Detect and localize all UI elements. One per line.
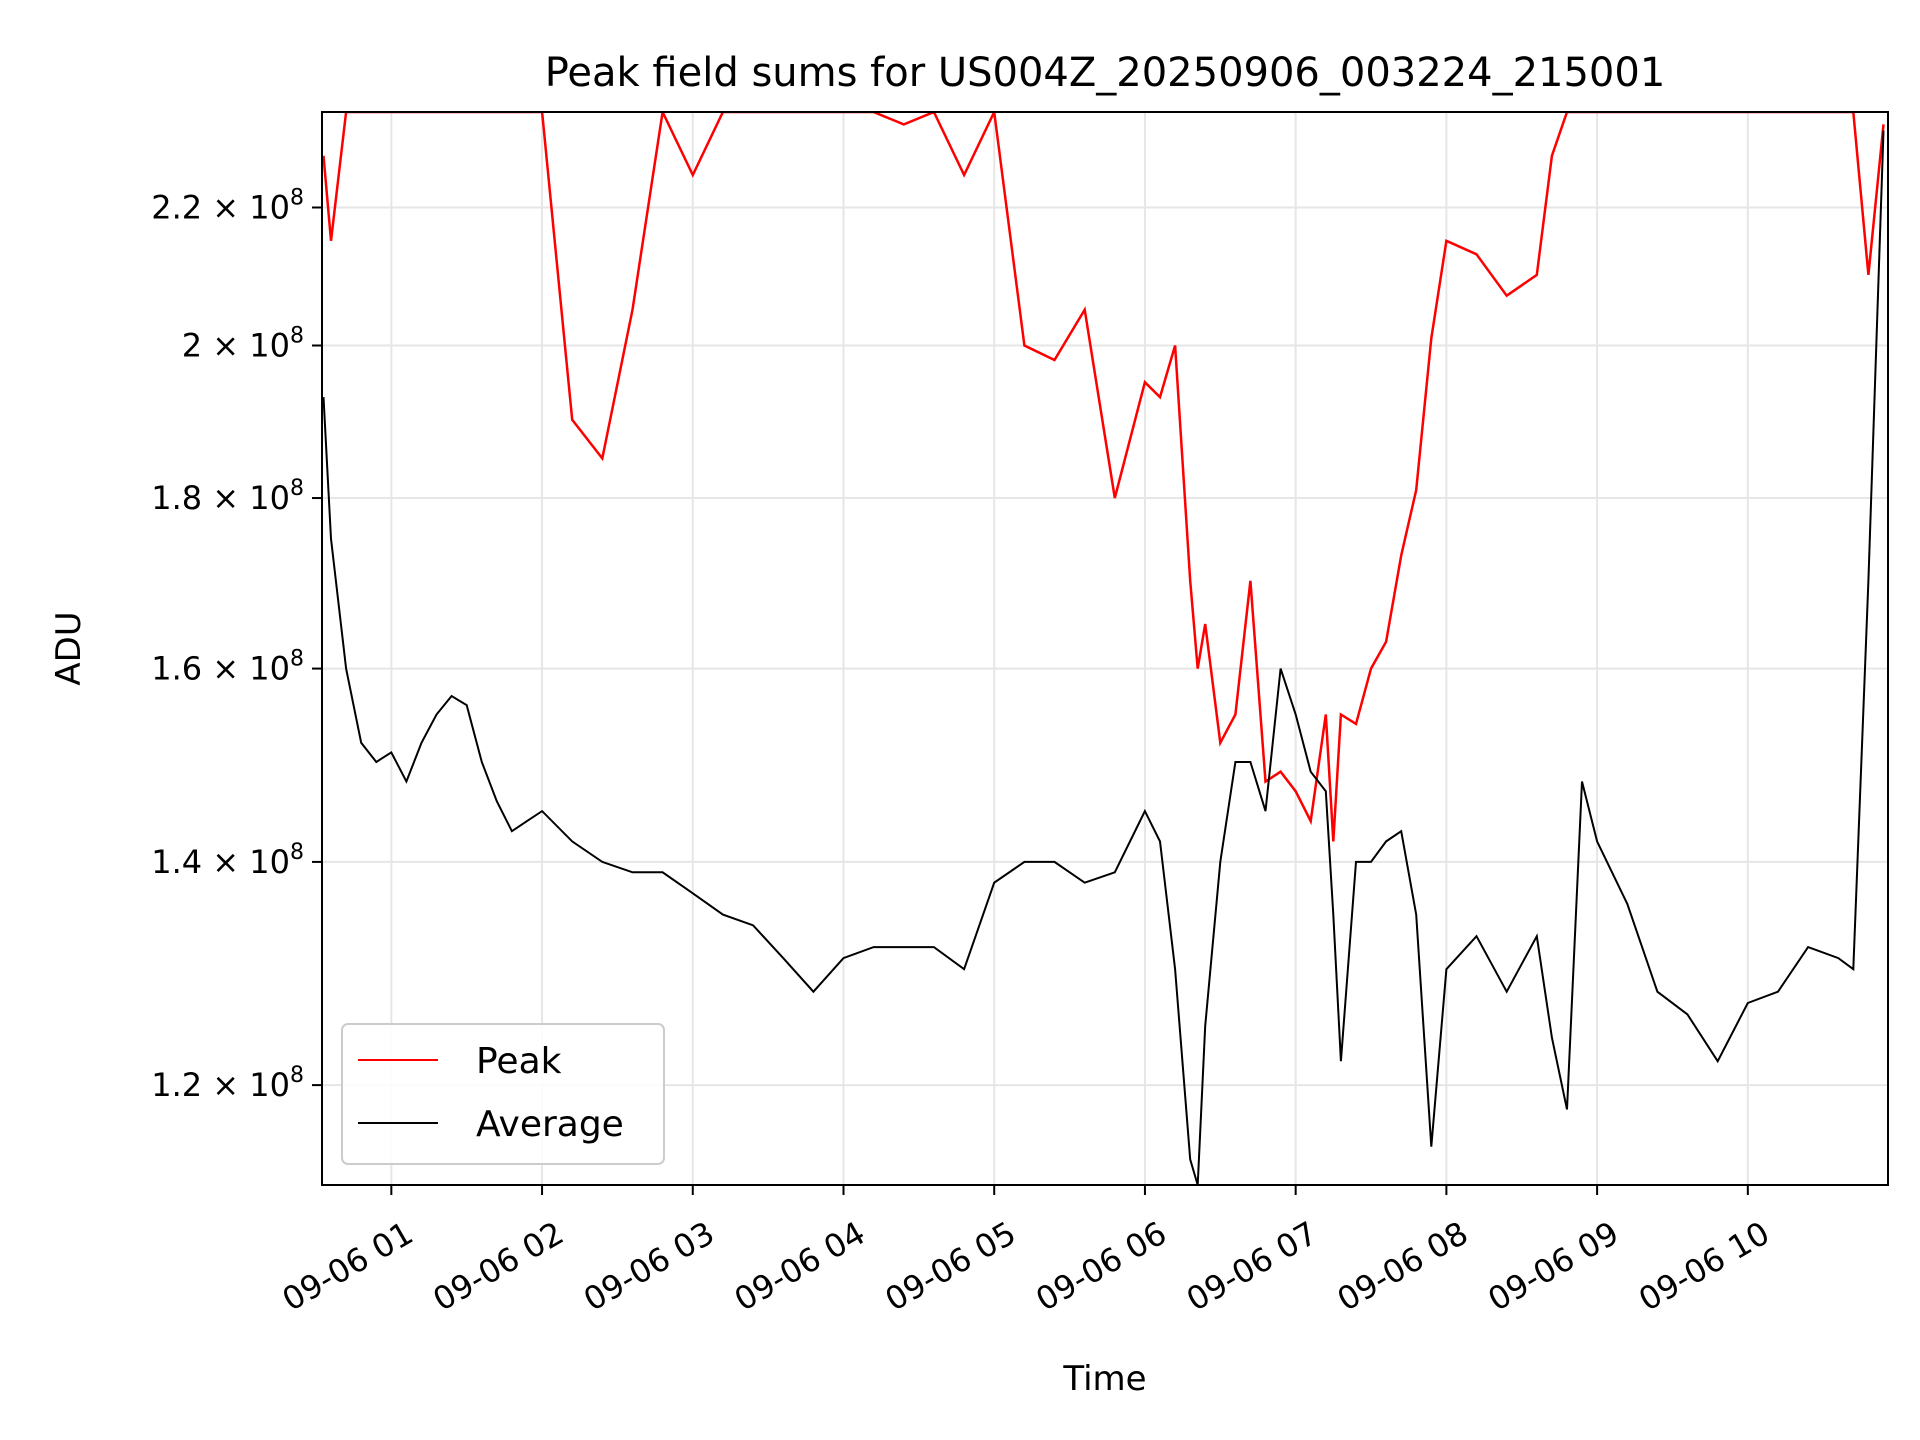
series-line-peak [322, 112, 1885, 842]
y-axis: 1.2 × 108 1.4 × 108 1.6 × 108 1.8 × 108 2 × … [151, 185, 322, 1104]
plot-area [322, 112, 1885, 1185]
y-tick-label: 1.4 × 108 [151, 840, 304, 881]
legend: Peak Average [341, 1023, 665, 1165]
y-axis-title: ADU [49, 611, 89, 685]
y-tick-label: 2.2 × 108 [151, 185, 304, 226]
legend-label-average: Average [476, 1104, 624, 1145]
chart-title: Peak field sums for US004Z_20250906_0032… [545, 50, 1666, 96]
series-line-average [322, 130, 1885, 1185]
grid [322, 112, 1888, 1185]
y-tick-label: 1.6 × 108 [151, 647, 304, 688]
y-tick-label: 1.8 × 108 [151, 476, 304, 517]
plot-frame [321, 111, 1889, 1186]
legend-label-peak: Peak [476, 1041, 562, 1082]
x-axis-title: Time [1062, 1359, 1146, 1399]
y-tick-label: 2 × 108 [182, 323, 304, 364]
y-tick-label: 1.2 × 108 [151, 1063, 304, 1104]
